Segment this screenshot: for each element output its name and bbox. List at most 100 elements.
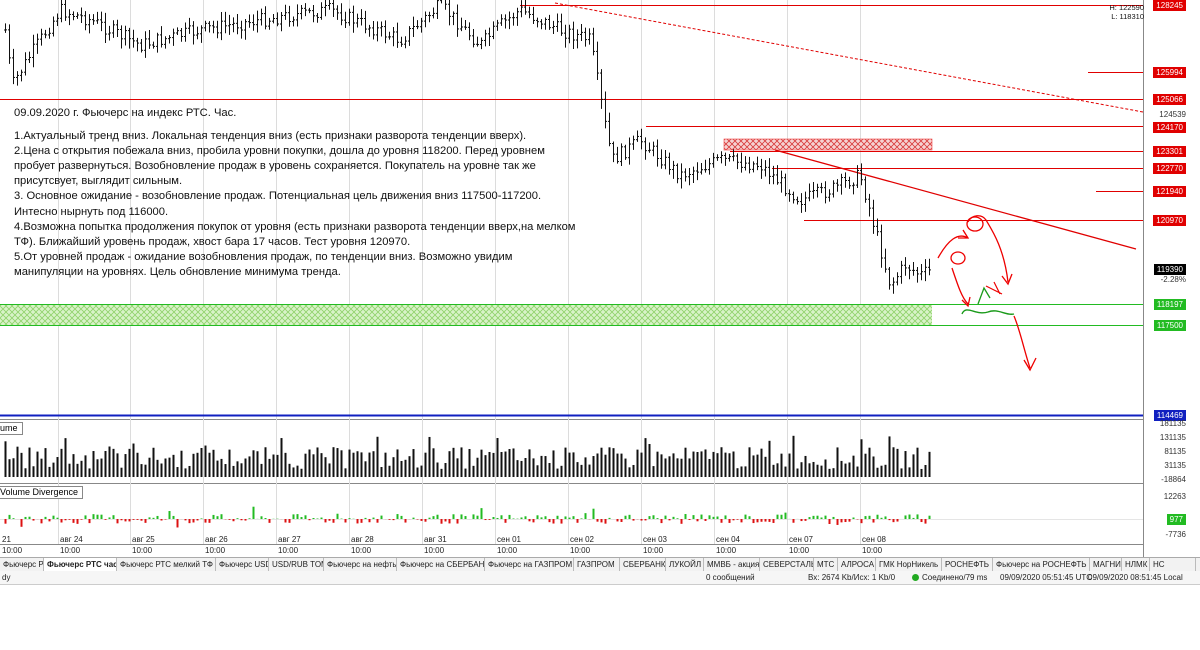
arrowhead xyxy=(961,296,971,308)
analysis-line: 4.Возможна попытка продолжения покупок о… xyxy=(14,220,576,233)
scenario-marks xyxy=(985,281,1003,295)
analysis-line: 2.Цена с открытия побежала вниз, пробила… xyxy=(14,145,545,158)
tab-5[interactable]: Фьючерс на нефть xyxy=(324,558,397,571)
date-label: сен 07 xyxy=(789,535,813,544)
scenario-arrow-up xyxy=(937,235,969,259)
date-label: сен 04 xyxy=(716,535,740,544)
tab-12[interactable]: СЕВЕРСТАЛЬ xyxy=(760,558,814,571)
date-label: авг 31 xyxy=(424,535,447,544)
date-label: сен 08 xyxy=(862,535,886,544)
date-label: авг 27 xyxy=(278,535,301,544)
date-label: авг 26 xyxy=(205,535,228,544)
volume-axis-tick: 31135 xyxy=(1164,461,1186,470)
date-label: сен 02 xyxy=(570,535,594,544)
local-time: 09/09/2020 08:51:45 Local xyxy=(1088,573,1183,582)
price-level-123301: 123301 xyxy=(1153,146,1186,157)
buy-zone xyxy=(0,304,932,325)
time-label: 10:00 xyxy=(716,546,737,555)
date-label: сен 01 xyxy=(497,535,521,544)
tab-16[interactable]: РОСНЕФТЬ xyxy=(942,558,993,571)
time-label: 10:00 xyxy=(424,546,445,555)
analysis-line: Интесно нырнуть под 116000. xyxy=(14,205,169,218)
time-label: 10:00 xyxy=(497,546,518,555)
tab-7[interactable]: Фьючерс на ГАЗПРОМ xyxy=(485,558,574,571)
analysis-line: присутсвует, выглядит сильным. xyxy=(14,175,183,188)
time-label: 10:00 xyxy=(862,546,883,555)
tab-11[interactable]: ММВБ - акция xyxy=(704,558,760,571)
time-label: 10:00 xyxy=(789,546,810,555)
time-label: 10:00 xyxy=(351,546,372,555)
tab-1[interactable]: Фьючерс РТС час xyxy=(44,558,117,571)
time-label: 10:00 xyxy=(570,546,591,555)
volume-axis-tick: 131135 xyxy=(1159,433,1186,442)
connection-text: Соединено/79 ms xyxy=(922,573,988,582)
date-label: авг 24 xyxy=(60,535,83,544)
time-label: 10:00 xyxy=(132,546,153,555)
tab-9[interactable]: СБЕРБАНК xyxy=(620,558,666,571)
tab-3[interactable]: Фьючерс USD xyxy=(216,558,269,571)
arrowhead xyxy=(958,229,970,239)
divergence-panel-label: Volume Divergence xyxy=(0,486,84,499)
price-chart[interactable] xyxy=(0,0,1200,560)
analysis-text: 09.09.2020 г. Фьючерс на индекс РТС. Час… xyxy=(14,106,576,280)
low-label: L: 118310 xyxy=(1111,12,1144,21)
scenario-arrow-down xyxy=(1013,315,1031,369)
time-label: 10:00 xyxy=(2,546,23,555)
time-label: 10:00 xyxy=(278,546,299,555)
price-change: -2.28% xyxy=(1160,275,1186,284)
status-bar: dy 0 сообщений Вх: 2674 Kb/Исх: 1 Kb/0 С… xyxy=(0,571,1200,585)
tab-2[interactable]: Фьючерс РТС мелкий ТФ xyxy=(117,558,216,571)
tab-19[interactable]: НЛМК xyxy=(1122,558,1150,571)
price-level-125066: 125066 xyxy=(1153,94,1186,105)
traffic-info: Вх: 2674 Kb/Исх: 1 Kb/0 xyxy=(808,573,896,582)
volume-panel-label: ume xyxy=(0,422,23,435)
connection-icon xyxy=(912,574,919,582)
tab-13[interactable]: МТС xyxy=(814,558,838,571)
analysis-line: 5.От уровней продаж - ожидание возобновл… xyxy=(14,250,513,263)
price-tick-124539: 124539 xyxy=(1159,110,1186,119)
tab-10[interactable]: ЛУКОЙЛ xyxy=(666,558,704,571)
status-ready: dy xyxy=(2,573,11,582)
tab-8[interactable]: ГАЗПРОМ xyxy=(574,558,620,571)
analysis-line: пробует развернуться. Возобновление прод… xyxy=(14,160,536,173)
price-level-118197: 118197 xyxy=(1153,299,1186,310)
analysis-line: 1.Актуальный тренд вниз. Локальная тенде… xyxy=(14,130,527,143)
scenario-circle xyxy=(966,216,984,232)
tab-18[interactable]: МАГНИТ xyxy=(1090,558,1122,571)
arrowhead xyxy=(1023,357,1037,372)
scenario-arrow-down xyxy=(951,267,969,305)
analysis-line: ТФ). Ближайший уровень продаж, хвост бар… xyxy=(14,235,411,248)
scenario-circle xyxy=(950,251,966,265)
divergence-axis-tick: 12263 xyxy=(1163,492,1186,501)
price-level-124170: 124170 xyxy=(1153,122,1186,133)
date-label: 21 xyxy=(2,535,11,544)
tab-20[interactable]: НС xyxy=(1150,558,1196,571)
date-label: авг 28 xyxy=(351,535,374,544)
volume-axis-tick: -18864 xyxy=(1161,475,1186,484)
scenario-arrow-green xyxy=(977,286,991,305)
price-level-120970: 120970 xyxy=(1153,215,1186,226)
price-level-125994: 125994 xyxy=(1153,67,1186,78)
tab-15[interactable]: ГМК НорНикель xyxy=(876,558,942,571)
high-label: H: 122590 xyxy=(1109,3,1144,12)
trend-line xyxy=(774,149,1137,250)
messages-count[interactable]: 0 сообщений xyxy=(706,573,755,582)
tab-14[interactable]: АЛРОСА xyxy=(838,558,876,571)
scenario-arrow-down xyxy=(967,215,1009,283)
tab-17[interactable]: Фьючерс на РОСНЕФТЬ xyxy=(993,558,1090,571)
volume-axis-tick: 181135 xyxy=(1159,419,1186,428)
tab-0[interactable]: Фьючерс РТС xyxy=(0,558,44,571)
analysis-line: манипуляции на уровнях. Цель обновление … xyxy=(14,265,341,278)
analysis-line: 3. Основное ожидание - возобновление про… xyxy=(14,190,542,203)
tab-6[interactable]: Фьючерс на СБЕРБАНК xyxy=(397,558,485,571)
price-level-114469: 114469 xyxy=(1153,410,1186,421)
sell-zone xyxy=(723,138,933,151)
time-label: 10:00 xyxy=(60,546,81,555)
analysis-title: 09.09.2020 г. Фьючерс на индекс РТС. Час… xyxy=(14,107,237,119)
connection-status: Соединено/79 ms xyxy=(912,571,987,584)
price-level-122770: 122770 xyxy=(1153,163,1186,174)
time-label: 10:00 xyxy=(643,546,664,555)
tab-4[interactable]: USD/RUB TOM xyxy=(269,558,324,571)
volume-axis-tick: 81135 xyxy=(1164,447,1186,456)
